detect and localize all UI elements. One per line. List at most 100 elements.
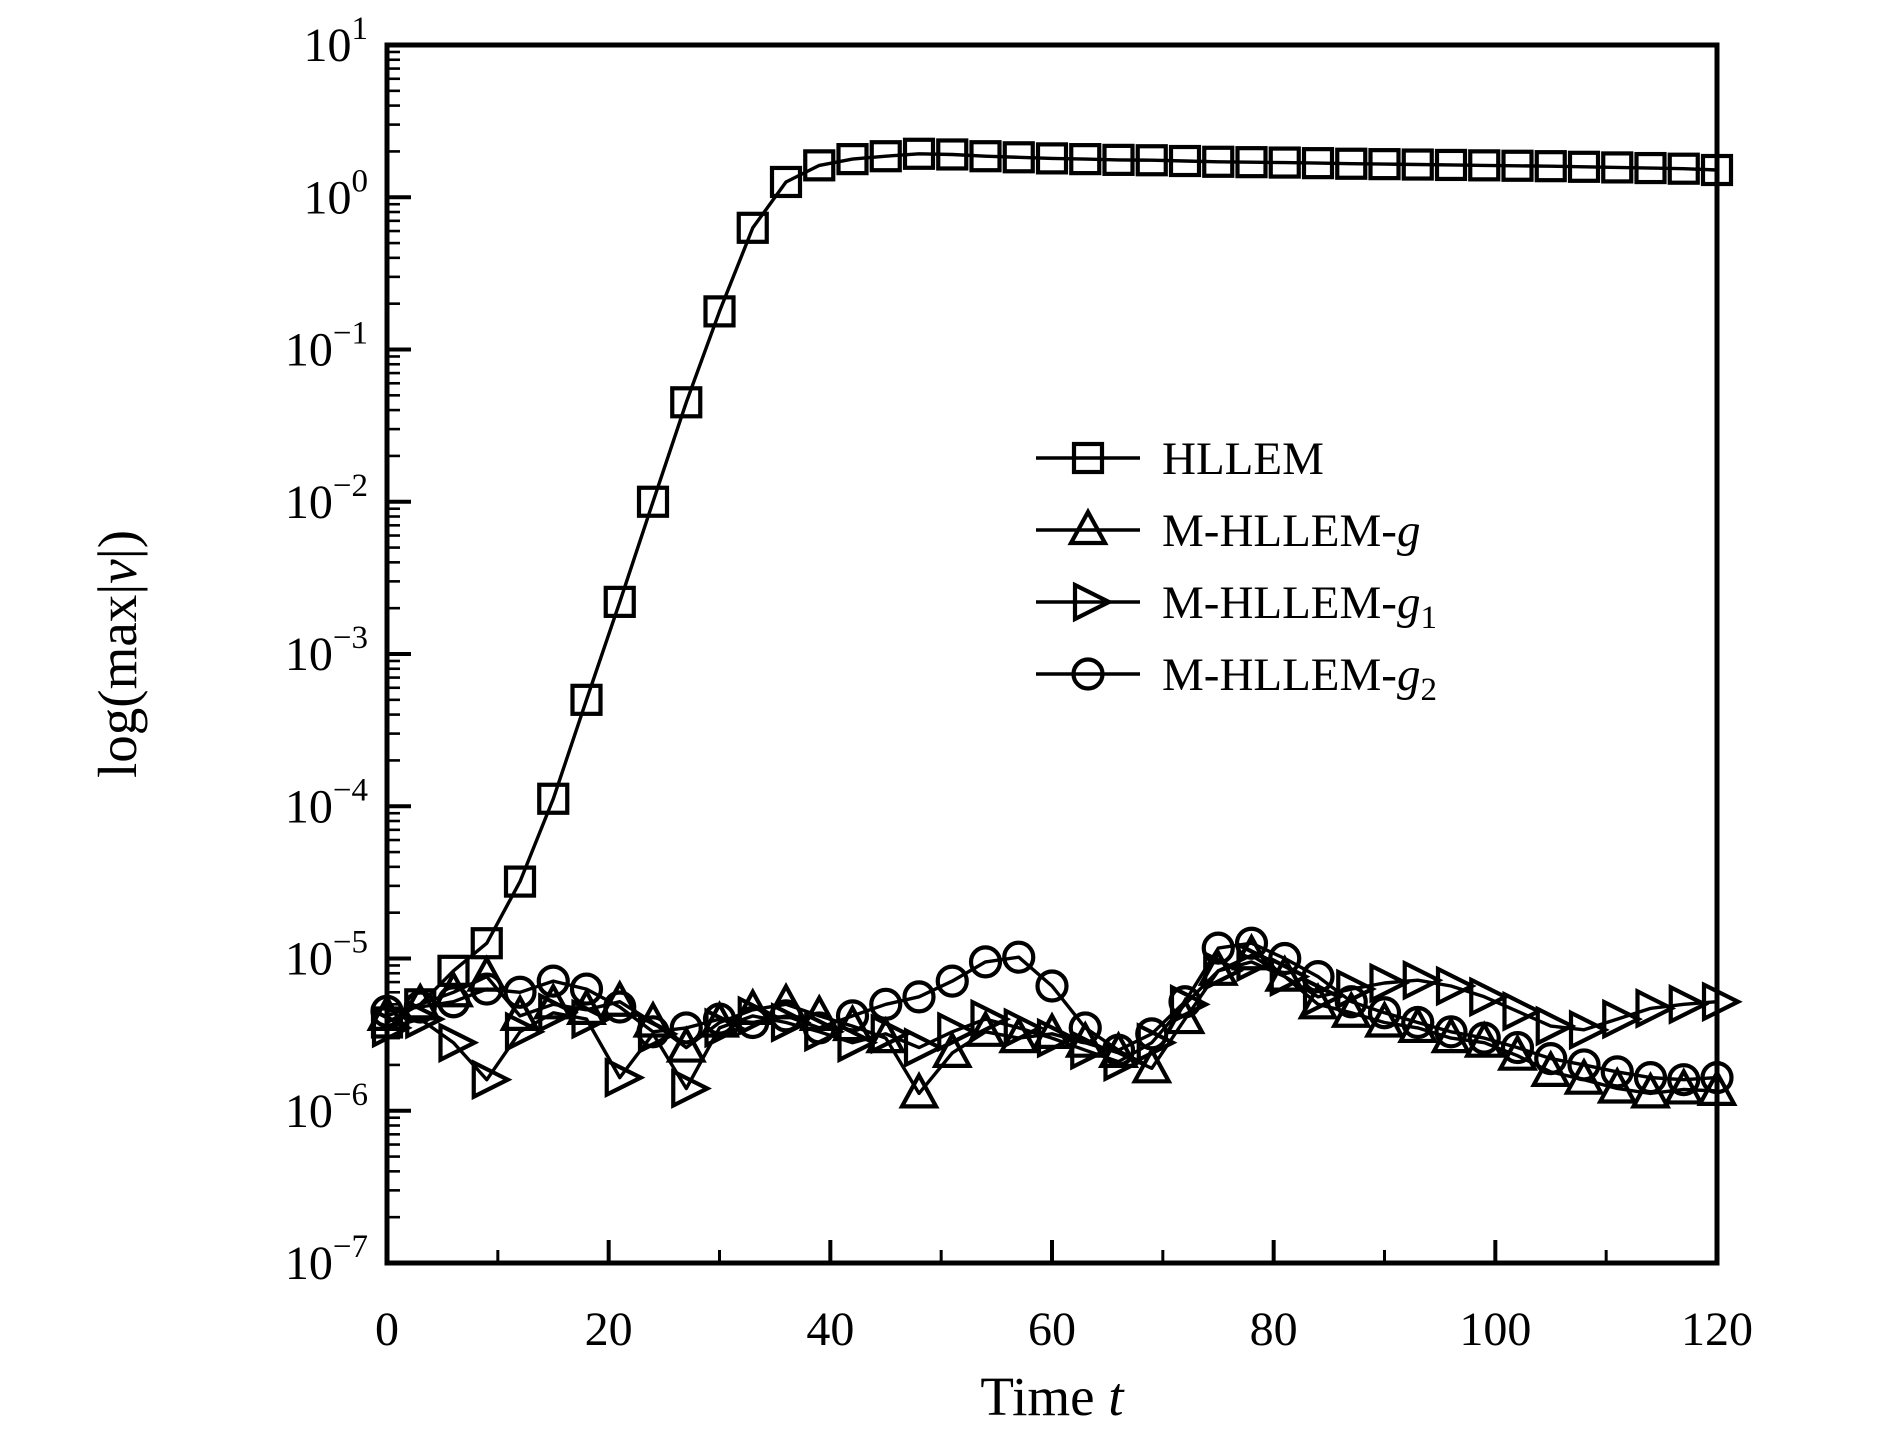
- square-marker: [636, 485, 670, 518]
- square-marker: [1368, 148, 1401, 181]
- x-tick-label: 0: [375, 1303, 399, 1356]
- triangle-up-marker: [898, 1071, 940, 1109]
- y-tick-base: 10: [304, 171, 352, 224]
- square-marker: [769, 165, 803, 199]
- circle-marker: [403, 990, 437, 1024]
- circle-marker: [702, 1002, 737, 1036]
- legend-item-2: [1036, 581, 1140, 623]
- square-marker: [1202, 145, 1235, 178]
- square-marker: [836, 143, 869, 176]
- x-tick-label: 20: [585, 1303, 633, 1356]
- square-marker: [1168, 144, 1202, 178]
- circle-marker: [835, 999, 870, 1033]
- legend-item-1: [1036, 507, 1140, 546]
- triangle-up-marker: [964, 1009, 1007, 1047]
- triangle-right-marker: [1336, 968, 1377, 1010]
- y-tick-exponent: −5: [333, 925, 368, 961]
- square-marker: [537, 782, 570, 815]
- triangle-right-marker: [571, 998, 613, 1040]
- square-marker: [1700, 153, 1734, 187]
- series-m-hllem-g2: [370, 926, 1734, 1097]
- square-marker: [1567, 150, 1601, 183]
- square-marker: [803, 149, 836, 182]
- circle-marker: [869, 987, 903, 1021]
- y-tick-exponent: −1: [333, 316, 368, 352]
- legend-label-g-var: g: [1397, 505, 1421, 557]
- circle-marker: [736, 1005, 770, 1040]
- triangle-up-marker: [1131, 1045, 1173, 1084]
- triangle-up-marker: [399, 981, 441, 1020]
- y-tick-label: 100: [304, 163, 369, 224]
- circle-marker: [1534, 1042, 1568, 1076]
- triangle-right-marker: [1668, 983, 1710, 1025]
- square-marker: [670, 386, 703, 419]
- y-tick-base: 10: [304, 19, 352, 72]
- x-tick-label: 60: [1028, 1303, 1076, 1356]
- y-tick-exponent: −4: [333, 772, 368, 808]
- legend-label-m-hllem-g1: M-HLLEM-g1: [1162, 577, 1437, 636]
- circle-marker: [503, 975, 537, 1009]
- y-tick-base: 10: [285, 933, 333, 986]
- triangle-right-marker: [1535, 1005, 1577, 1047]
- plot-frame: [384, 42, 1720, 1266]
- square-marker: [703, 295, 736, 328]
- y-tick-base: 10: [285, 476, 333, 529]
- triangle-right-marker: [1003, 1007, 1045, 1049]
- square-marker: [1634, 151, 1667, 185]
- triangle-right-marker: [371, 1007, 413, 1049]
- y-tick-base: 10: [285, 1237, 333, 1290]
- triangle-up-marker: [1363, 1000, 1406, 1038]
- legend-label-g2-prefix: M-HLLEM-: [1162, 649, 1397, 701]
- triangle-right-marker: [1402, 959, 1444, 1001]
- y-axis-label-text: log(max|: [87, 584, 148, 778]
- square-marker: [1102, 143, 1135, 176]
- triangle-right-marker: [1036, 1017, 1078, 1059]
- square-marker: [969, 140, 1002, 173]
- circle-marker: [968, 945, 1003, 979]
- series-hllem: [370, 137, 1734, 1039]
- circle-marker: [1633, 1061, 1668, 1095]
- circle-marker: [1068, 1011, 1102, 1045]
- square-marker: [1301, 147, 1335, 180]
- circle-marker: [436, 985, 471, 1019]
- circle-marker: [1135, 1017, 1169, 1051]
- triangle-up-marker: [665, 1025, 707, 1063]
- triangle-up-marker: [931, 1030, 973, 1068]
- triangle-right-marker: [903, 1027, 945, 1068]
- square-marker: [936, 138, 969, 171]
- legend-label-g1-prefix: M-HLLEM-: [1162, 577, 1397, 629]
- circle-marker: [1168, 985, 1202, 1019]
- y-tick-label: 10−6: [285, 1077, 368, 1138]
- triangle-right-marker: [671, 1068, 712, 1109]
- circle-marker: [1101, 1033, 1136, 1067]
- legend-label-g1-var: g: [1397, 577, 1421, 629]
- triangle-right-marker: [1568, 1009, 1610, 1051]
- square-marker: [1069, 143, 1102, 176]
- circle-marker: [1600, 1055, 1634, 1089]
- triangle-right-marker: [1502, 990, 1544, 1032]
- x-tick-label: 100: [1459, 1303, 1531, 1356]
- y-tick-base: 10: [285, 1085, 333, 1138]
- y-axis-label: log(max|v|): [87, 530, 148, 778]
- triangle-right-marker: [837, 1022, 879, 1064]
- circle-marker: [1234, 926, 1269, 960]
- circle-marker: [1002, 940, 1036, 974]
- triangle-right-marker: [1236, 941, 1278, 983]
- circle-marker: [902, 980, 936, 1014]
- triangle-up-marker: [1067, 507, 1109, 546]
- circle-marker: [569, 972, 604, 1006]
- circle-marker: [1035, 969, 1069, 1003]
- y-tick-label: 10−1: [285, 316, 368, 377]
- triangle-right-marker: [1302, 976, 1344, 1018]
- x-axis-label-text: Time: [980, 1366, 1108, 1427]
- legend-label-g2-sub: 2: [1420, 672, 1437, 708]
- circle-marker: [1071, 657, 1105, 691]
- legend-label-g-prefix: M-HLLEM-: [1162, 505, 1397, 557]
- y-tick-base: 10: [285, 780, 333, 833]
- series-group: [366, 137, 1743, 1109]
- x-tick-label: 80: [1250, 1303, 1298, 1356]
- y-tick-base: 10: [285, 628, 333, 681]
- triangle-right-marker: [1635, 988, 1677, 1029]
